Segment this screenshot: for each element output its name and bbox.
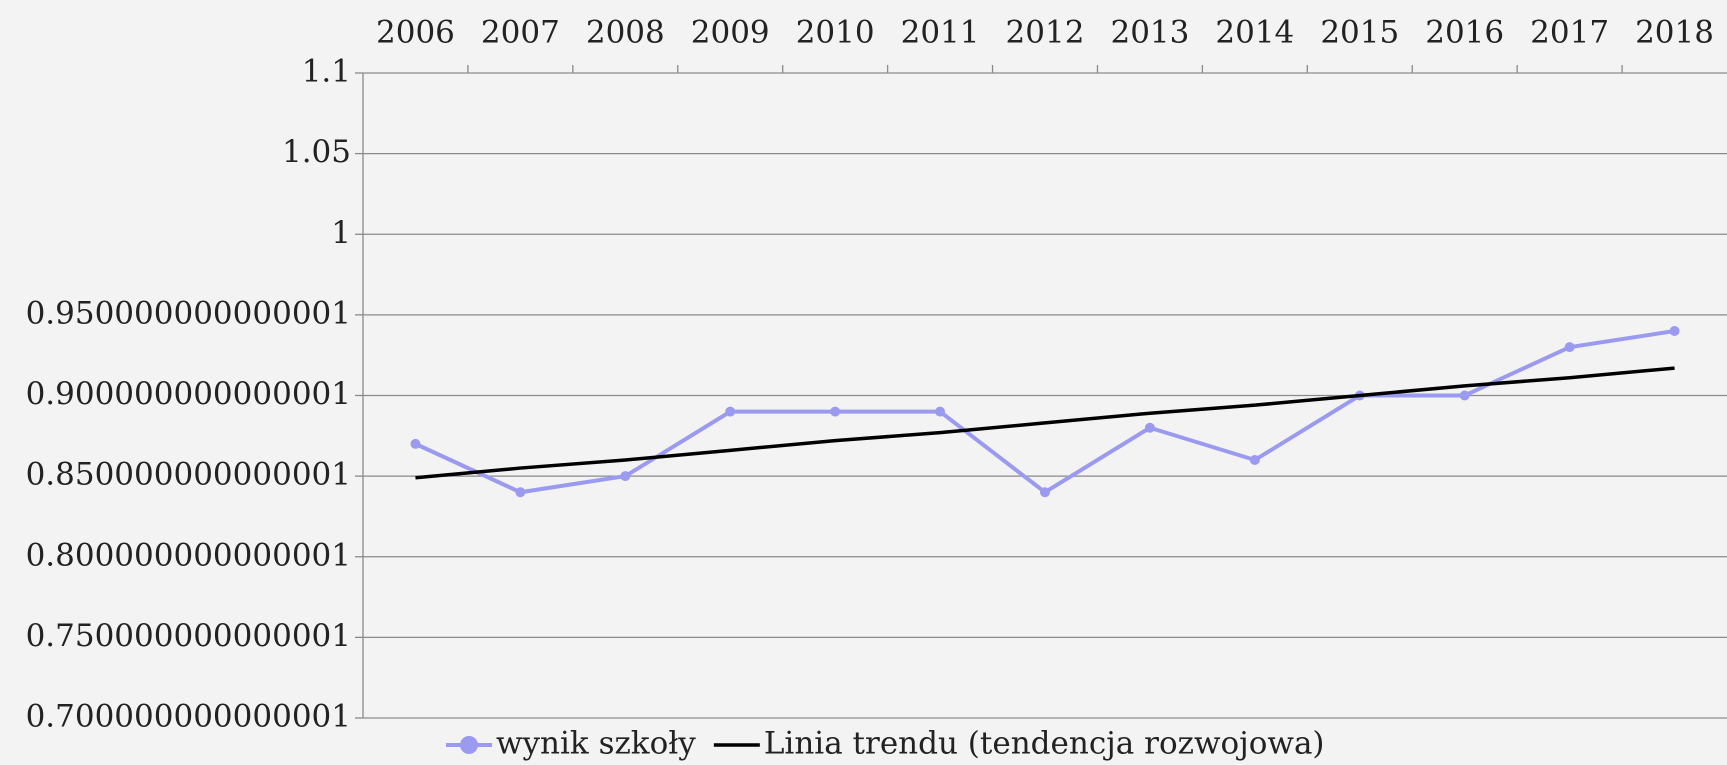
- legend-label: Linia trendu (tendencja rozwojowa): [764, 726, 1325, 762]
- x-tick-label: 2012: [1006, 15, 1085, 51]
- y-tick-label: 0.800000000000001: [26, 537, 351, 573]
- data-point: [1249, 455, 1260, 465]
- y-tick-label: 0.900000000000001: [26, 376, 351, 412]
- data-point: [830, 406, 841, 417]
- data-point: [725, 406, 736, 417]
- y-tick-label: 0.700000000000001: [26, 699, 351, 735]
- y-tick-label: 1: [331, 215, 351, 251]
- x-tick-label: 2009: [691, 15, 770, 51]
- x-tick-label: 2011: [901, 15, 980, 51]
- legend-label: wynik szkoły: [496, 726, 696, 762]
- x-tick-label: 2017: [1530, 15, 1609, 51]
- x-tick-label: 2015: [1320, 15, 1399, 51]
- data-point: [620, 471, 631, 482]
- x-tick-label: 2008: [586, 15, 665, 51]
- series-line: [415, 366, 1675, 480]
- data-point: [1459, 390, 1470, 401]
- x-tick-label: 2006: [376, 15, 455, 51]
- data-point: [1669, 326, 1680, 336]
- x-tick-label: 2013: [1110, 15, 1189, 51]
- data-point: [935, 406, 946, 417]
- data-point: [515, 487, 526, 498]
- x-tick-label: 2007: [481, 15, 560, 51]
- y-tick-label: 0.750000000000001: [26, 618, 351, 654]
- data-point: [1564, 342, 1575, 353]
- y-tick-label: 1.1: [302, 54, 351, 90]
- x-tick-label: 2018: [1635, 15, 1714, 51]
- x-tick-label: 2014: [1215, 15, 1294, 51]
- legend-marker: [460, 736, 478, 754]
- y-tick-label: 1.05: [282, 134, 351, 170]
- data-point: [1144, 422, 1155, 433]
- x-tick-label: 2016: [1425, 15, 1504, 51]
- y-tick-label: 0.850000000000001: [26, 457, 351, 493]
- y-tick-label: 0.950000000000001: [26, 295, 351, 331]
- data-point: [410, 438, 421, 449]
- data-point: [1040, 487, 1050, 498]
- series-line: [414, 329, 1675, 495]
- x-tick-label: 2010: [796, 15, 875, 51]
